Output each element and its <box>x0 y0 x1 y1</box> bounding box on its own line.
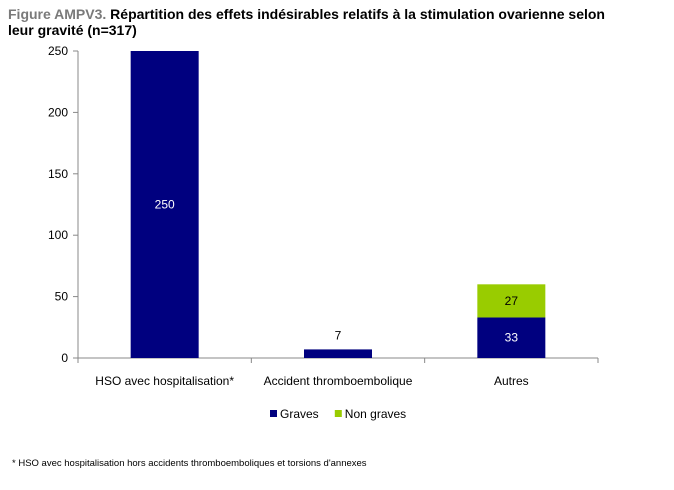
legend-swatch-non-graves <box>334 410 342 417</box>
x-tick-label: Accident thromboembolique <box>264 374 413 388</box>
legend: Graves Non graves <box>270 407 406 421</box>
x-tick-label: Autres <box>494 374 529 388</box>
figure-label: Figure AMPV3. <box>8 6 107 22</box>
data-label: 33 <box>505 331 519 345</box>
bars <box>130 51 546 358</box>
bar-non-graves <box>477 284 546 318</box>
y-tick-label: 50 <box>55 290 69 304</box>
x-tick-label: HSO avec hospitalisation* <box>95 374 234 388</box>
data-label: 27 <box>505 294 519 308</box>
legend-label-non-graves: Non graves <box>345 407 406 421</box>
bar-graves <box>304 349 372 358</box>
y-tick-label: 250 <box>48 44 68 58</box>
legend-swatch-graves <box>270 410 277 417</box>
y-tick-label: 100 <box>48 228 68 242</box>
data-label: 250 <box>155 198 175 212</box>
legend-label-graves: Graves <box>280 407 319 421</box>
data-label: 7 <box>335 328 342 342</box>
data-labels: 250 7 33 27 <box>155 198 519 345</box>
y-tick-label: 200 <box>48 105 68 119</box>
bar-graves <box>477 317 546 358</box>
title-text: Répartition des effets indésirables rela… <box>8 6 605 38</box>
chart-title: Figure AMPV3. Répartition des effets ind… <box>8 6 628 38</box>
y-tick-label: 0 <box>61 351 68 365</box>
bar-graves <box>130 51 199 358</box>
axes: 0 50 100 150 200 250 HSO avec hospitalisation*… <box>48 44 599 388</box>
footnote: * HSO avec hospitalisation hors accident… <box>12 458 367 469</box>
y-tick-label: 150 <box>48 167 68 181</box>
